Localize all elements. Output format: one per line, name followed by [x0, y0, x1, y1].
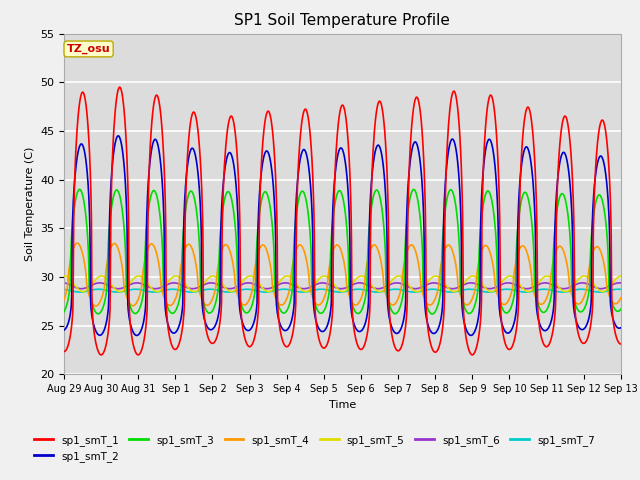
sp1_smT_7	[60, 287, 68, 292]
sp1_smT_6	[184, 285, 191, 291]
sp1_smT_2	[617, 325, 625, 331]
sp1_smT_7	[299, 289, 307, 295]
sp1_smT_6	[617, 280, 625, 286]
sp1_smT_2	[115, 133, 122, 139]
sp1_smT_5	[60, 273, 68, 279]
Line: sp1_smT_4: sp1_smT_4	[64, 243, 621, 306]
sp1_smT_6	[429, 280, 437, 286]
sp1_smT_1	[185, 137, 193, 143]
sp1_smT_3	[552, 220, 559, 226]
sp1_smT_1	[617, 341, 625, 347]
sp1_smT_3	[502, 310, 510, 316]
sp1_smT_1	[60, 348, 68, 354]
sp1_smT_5	[429, 274, 437, 279]
sp1_smT_6	[502, 280, 510, 286]
sp1_smT_5	[172, 273, 179, 279]
Line: sp1_smT_7: sp1_smT_7	[64, 289, 621, 292]
sp1_smT_6	[552, 283, 559, 289]
sp1_smT_5	[98, 273, 106, 279]
sp1_smT_5	[502, 275, 510, 280]
sp1_smT_5	[185, 285, 193, 291]
sp1_smT_2	[429, 331, 437, 336]
sp1_smT_2	[60, 327, 68, 333]
sp1_smT_7	[429, 287, 437, 292]
sp1_smT_7	[184, 289, 191, 295]
sp1_smT_4	[617, 295, 625, 301]
sp1_smT_1	[97, 352, 105, 358]
sp1_smT_5	[247, 273, 255, 279]
sp1_smT_5	[617, 273, 625, 279]
Y-axis label: Soil Temperature (C): Soil Temperature (C)	[24, 147, 35, 261]
sp1_smT_4	[92, 303, 100, 309]
sp1_smT_3	[246, 306, 254, 312]
sp1_smT_3	[184, 193, 192, 199]
sp1_smT_4	[60, 297, 68, 302]
sp1_smT_3	[617, 306, 625, 312]
sp1_smT_1	[502, 343, 510, 349]
sp1_smT_4	[74, 240, 81, 246]
Line: sp1_smT_1: sp1_smT_1	[64, 87, 621, 355]
sp1_smT_6	[170, 280, 178, 286]
sp1_smT_2	[133, 333, 141, 338]
sp1_smT_3	[429, 311, 436, 317]
sp1_smT_6	[60, 280, 68, 286]
sp1_smT_2	[552, 211, 559, 217]
Line: sp1_smT_2: sp1_smT_2	[64, 136, 621, 336]
sp1_smT_1	[172, 347, 179, 352]
sp1_smT_2	[172, 330, 179, 336]
sp1_smT_4	[185, 241, 193, 247]
sp1_smT_4	[552, 250, 559, 256]
Title: SP1 Soil Temperature Profile: SP1 Soil Temperature Profile	[234, 13, 451, 28]
X-axis label: Time: Time	[329, 400, 356, 409]
sp1_smT_5	[116, 289, 124, 295]
Legend: sp1_smT_1, sp1_smT_2, sp1_smT_3, sp1_smT_4, sp1_smT_5, sp1_smT_6, sp1_smT_7: sp1_smT_1, sp1_smT_2, sp1_smT_3, sp1_smT…	[30, 431, 599, 466]
sp1_smT_7	[552, 288, 559, 294]
sp1_smT_7	[246, 287, 254, 292]
sp1_smT_6	[337, 286, 345, 291]
sp1_smT_2	[502, 330, 510, 336]
sp1_smT_7	[317, 287, 325, 292]
sp1_smT_6	[246, 280, 254, 286]
sp1_smT_3	[60, 309, 68, 314]
sp1_smT_4	[502, 300, 510, 306]
sp1_smT_1	[116, 84, 124, 90]
Line: sp1_smT_5: sp1_smT_5	[64, 276, 621, 292]
sp1_smT_7	[170, 287, 178, 292]
sp1_smT_6	[356, 280, 364, 286]
sp1_smT_1	[552, 305, 559, 311]
sp1_smT_7	[617, 287, 625, 292]
sp1_smT_4	[429, 299, 437, 305]
sp1_smT_1	[247, 343, 255, 349]
Line: sp1_smT_3: sp1_smT_3	[64, 190, 621, 314]
sp1_smT_3	[171, 309, 179, 315]
Text: TZ_osu: TZ_osu	[67, 44, 111, 54]
sp1_smT_4	[172, 297, 179, 303]
sp1_smT_1	[429, 348, 437, 354]
Line: sp1_smT_6: sp1_smT_6	[64, 283, 621, 288]
sp1_smT_7	[502, 287, 510, 292]
sp1_smT_4	[247, 292, 255, 298]
sp1_smT_5	[552, 280, 559, 286]
sp1_smT_3	[429, 311, 437, 316]
sp1_smT_2	[185, 155, 193, 161]
sp1_smT_3	[76, 187, 83, 192]
sp1_smT_2	[247, 326, 255, 332]
